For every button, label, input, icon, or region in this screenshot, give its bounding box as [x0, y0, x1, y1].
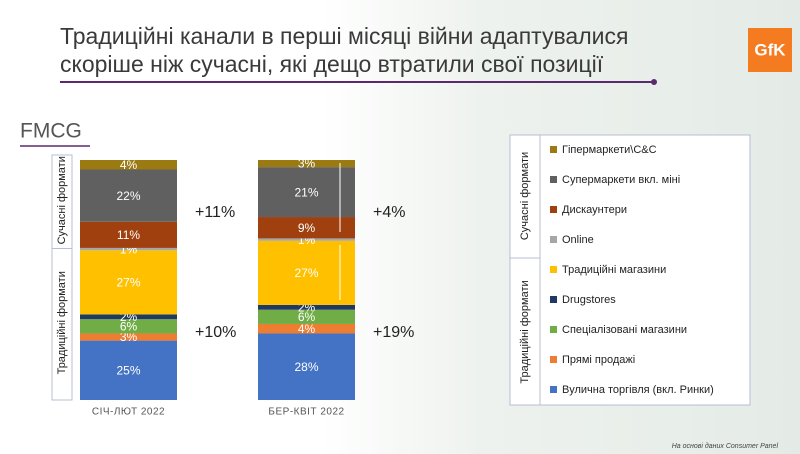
- bar-segment: [80, 160, 177, 170]
- source: На основі даних Consumer Panel: [672, 442, 779, 450]
- legend-swatch: [550, 176, 557, 183]
- bar-segment: [258, 333, 355, 400]
- legend-group-label: Сучасні формати: [519, 152, 531, 240]
- bar-segment: [258, 309, 355, 324]
- value-label: 22%: [116, 189, 140, 203]
- annotation: +11%: [195, 204, 235, 221]
- bar-segment: [80, 169, 177, 222]
- legend-label: Вулична торгівля (вкл. Ринки): [562, 384, 714, 396]
- bar-segment: [80, 221, 177, 248]
- logo: GfK: [754, 40, 786, 59]
- bar-segment: [80, 250, 177, 315]
- value-label: 4%: [298, 322, 316, 336]
- value-label: 3%: [298, 157, 316, 171]
- group-label: Сучасні формати: [56, 156, 68, 244]
- chart-title: скоріше ніж сучасні, які дещо втратили с…: [60, 51, 604, 77]
- bar-segment: [80, 333, 177, 341]
- bar-segment: [80, 314, 177, 320]
- legend-swatch: [550, 236, 557, 243]
- x-tick-label: БЕР-КВІТ 2022: [268, 407, 344, 418]
- bar-segment: [258, 160, 355, 168]
- bar-segment: [258, 167, 355, 218]
- legend-swatch: [550, 296, 557, 303]
- bar-segment: [258, 240, 355, 305]
- group-label: Традиційні формати: [56, 271, 68, 374]
- value-label: 4%: [120, 158, 138, 172]
- legend-label: Online: [562, 234, 594, 246]
- legend-label: Супермаркети вкл. міні: [562, 174, 680, 186]
- value-label: 11%: [117, 228, 140, 242]
- annotation: +10%: [195, 324, 236, 341]
- annotation: +4%: [373, 204, 405, 221]
- value-label: 6%: [120, 320, 138, 334]
- chart-title: Традиційні канали в перші місяці війни а…: [60, 23, 628, 49]
- legend-label: Спеціалізовані магазини: [562, 324, 687, 336]
- legend-label: Гіпермаркети\C&C: [562, 144, 657, 156]
- group-box: [51, 154, 73, 401]
- value-label: 9%: [298, 221, 316, 235]
- value-label: 27%: [294, 266, 318, 280]
- annotation: +19%: [373, 324, 414, 341]
- bar-segment: [80, 319, 177, 334]
- logo-box: [748, 28, 792, 72]
- title-rule-dot: [651, 79, 657, 85]
- bar-segment: [80, 247, 177, 251]
- legend-label: Традиційні магазини: [562, 264, 666, 276]
- legend-label: Дискаунтери: [562, 204, 627, 216]
- value-label: 27%: [116, 276, 140, 290]
- subtitle: FMCG: [20, 120, 82, 143]
- legend-swatch: [550, 356, 557, 363]
- legend-swatch: [550, 266, 557, 273]
- legend-group-label: Традиційні формати: [519, 280, 531, 383]
- legend-label: Прямі продажі: [562, 354, 635, 366]
- value-label: 21%: [294, 185, 318, 199]
- legend-swatch: [550, 386, 557, 393]
- value-label: 28%: [294, 360, 318, 374]
- bar-segment: [258, 304, 355, 310]
- bar-segment: [258, 238, 355, 241]
- legend-swatch: [550, 206, 557, 213]
- x-tick-label: СІЧ-ЛЮТ 2022: [92, 407, 165, 418]
- legend-swatch: [550, 326, 557, 333]
- bar-segment: [258, 217, 355, 239]
- bar-segment: [258, 323, 355, 334]
- legend-label: Drugstores: [562, 294, 616, 306]
- legend-swatch: [550, 146, 557, 153]
- value-label: 6%: [298, 310, 316, 324]
- bar-segment: [80, 340, 177, 400]
- value-label: 3%: [120, 330, 138, 344]
- value-label: 25%: [116, 363, 140, 377]
